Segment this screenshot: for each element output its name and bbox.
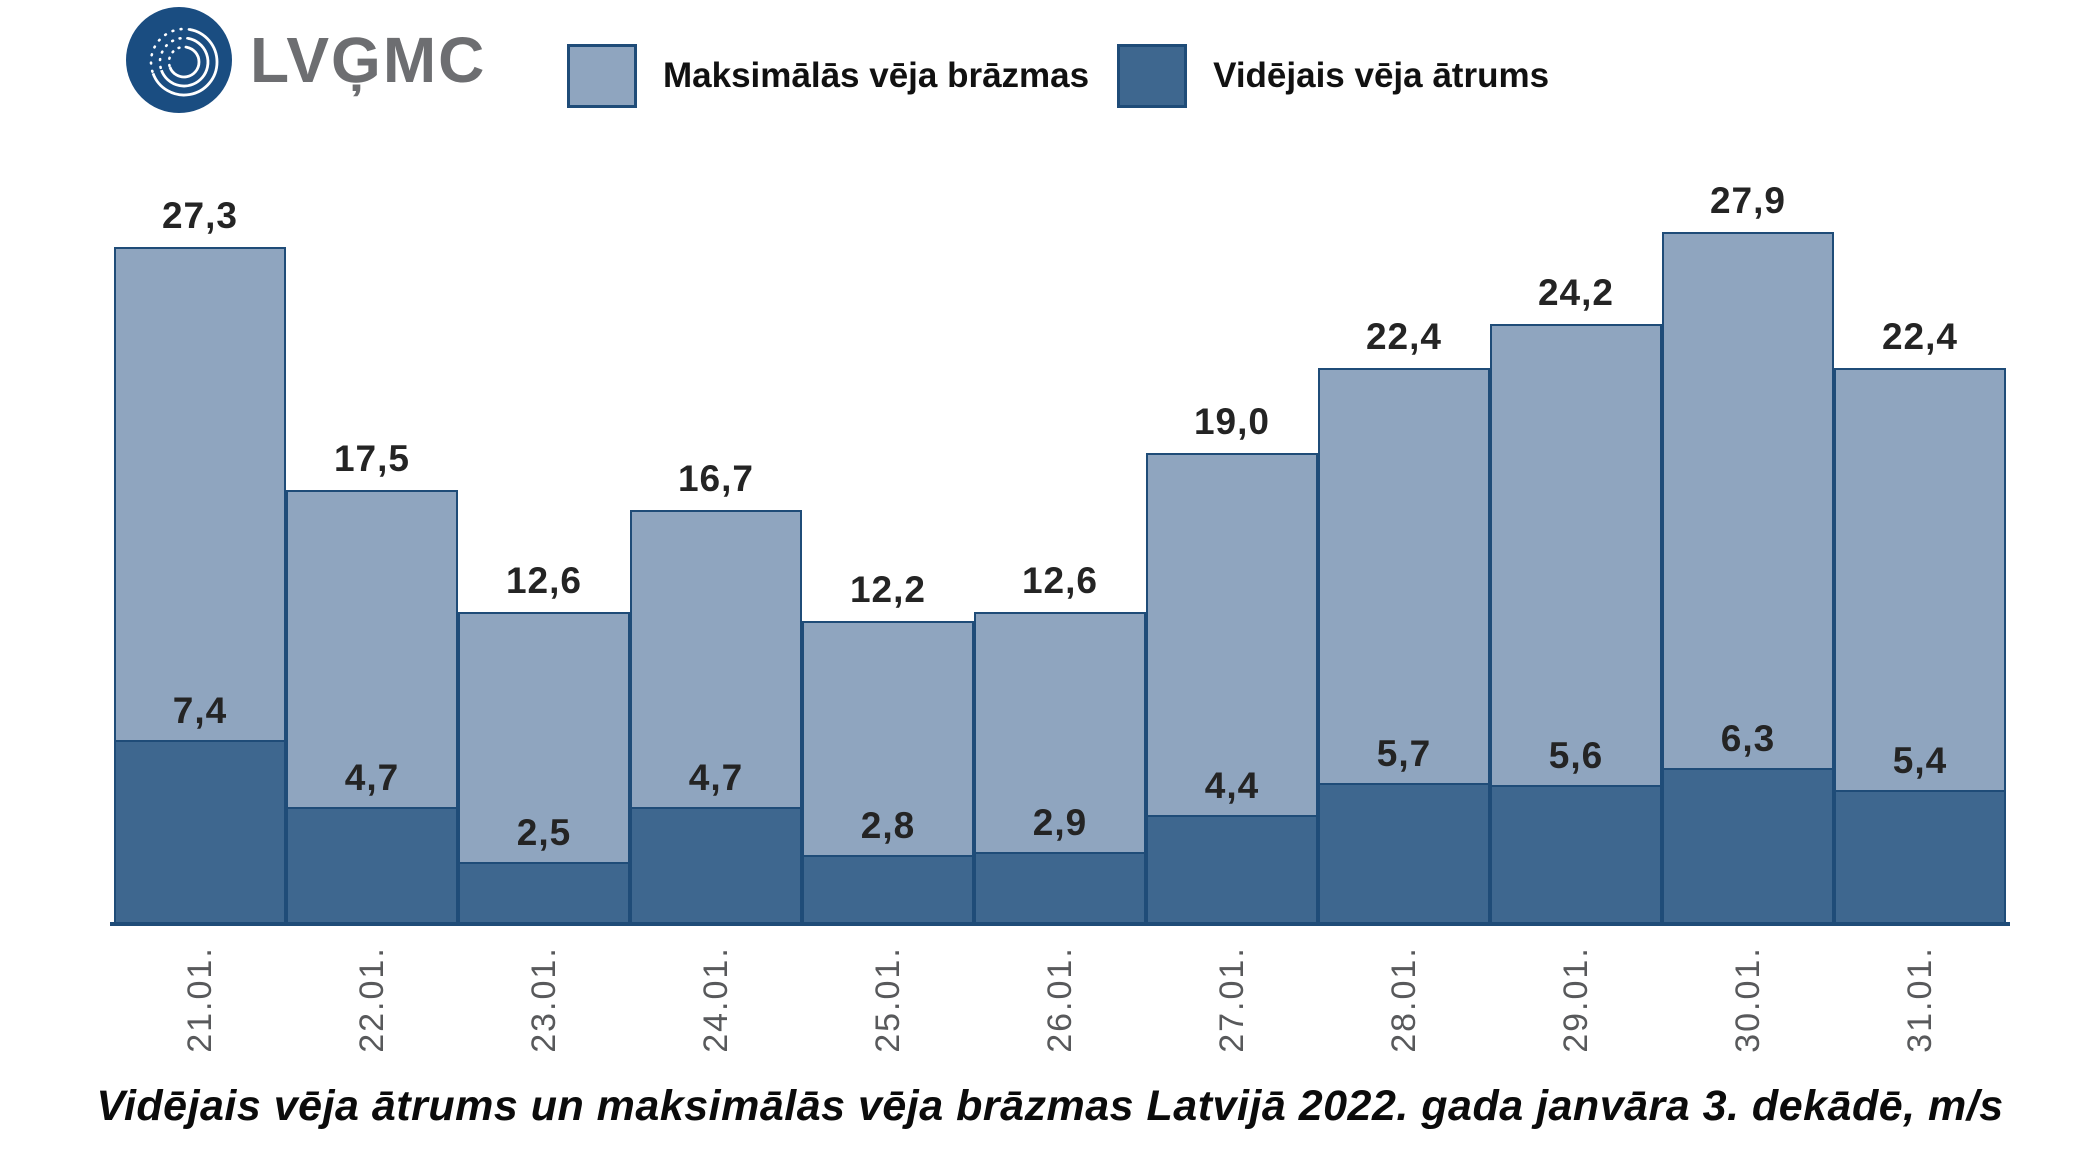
average-bar xyxy=(1490,785,1662,924)
average-swatch-icon xyxy=(1117,44,1188,108)
bar-group-2801: 22,4 5,7 28.01. xyxy=(1318,149,1490,1052)
logo-text: LVĢMC xyxy=(250,24,487,96)
average-value-label: 4,4 xyxy=(1204,765,1260,806)
x-tick: 30.01. xyxy=(1662,924,1834,1074)
plot-area: 27,3 7,4 21.01. 17,5 4,7 22.01. 12,6 2,5 23.01. 1… xyxy=(114,149,2006,1052)
x-tick: 21.01. xyxy=(114,924,286,1074)
gust-value-label: 27,3 xyxy=(161,195,238,236)
x-tick-label: 23.01. xyxy=(524,945,563,1053)
x-tick: 23.01. xyxy=(458,924,630,1074)
x-tick-label: 30.01. xyxy=(1728,945,1767,1053)
average-bar xyxy=(630,807,802,924)
x-tick-label: 29.01. xyxy=(1556,945,1595,1053)
gust-value-label: 17,5 xyxy=(333,438,410,479)
gust-value-label: 12,6 xyxy=(1021,560,1098,601)
average-value-label: 4,7 xyxy=(688,757,744,798)
legend-label-gusts: Maksimālās vēja brāzmas xyxy=(663,56,1090,95)
gust-value-label: 16,7 xyxy=(677,458,754,499)
average-bar xyxy=(1662,768,1834,924)
average-value-label: 5,6 xyxy=(1548,735,1604,776)
x-tick: 28.01. xyxy=(1318,924,1490,1074)
bar-group-2701: 19,0 4,4 27.01. xyxy=(1146,149,1318,1052)
bar-group-2101: 27,3 7,4 21.01. xyxy=(114,149,286,1052)
x-tick: 27.01. xyxy=(1146,924,1318,1074)
gust-value-label: 19,0 xyxy=(1193,401,1270,442)
average-value-label: 5,7 xyxy=(1376,733,1432,774)
average-bar xyxy=(114,740,286,924)
gust-value-label: 12,2 xyxy=(849,569,926,610)
average-value-label: 2,9 xyxy=(1032,802,1088,843)
x-tick: 22.01. xyxy=(286,924,458,1074)
average-value-label: 2,5 xyxy=(516,812,572,853)
legend-item-gusts: Maksimālās vēja brāzmas xyxy=(567,44,1089,108)
gust-value-label: 22,4 xyxy=(1365,316,1442,357)
x-tick: 31.01. xyxy=(1834,924,2006,1074)
bar-group-3101: 22,4 5,4 31.01. xyxy=(1834,149,2006,1052)
gusts-swatch-icon xyxy=(567,44,637,108)
x-tick: 26.01. xyxy=(974,924,1146,1074)
average-bar xyxy=(974,852,1146,924)
bar-group-2301: 12,6 2,5 23.01. xyxy=(458,149,630,1052)
x-tick-label: 25.01. xyxy=(868,945,907,1053)
x-tick-label: 21.01. xyxy=(180,945,219,1053)
x-tick-label: 28.01. xyxy=(1384,945,1423,1053)
legend: Maksimālās vēja brāzmas Vidējais vēja āt… xyxy=(567,44,1549,108)
x-tick: 25.01. xyxy=(802,924,974,1074)
gust-value-label: 27,9 xyxy=(1709,180,1786,221)
x-tick: 29.01. xyxy=(1490,924,1662,1074)
average-value-label: 7,4 xyxy=(172,690,228,731)
legend-item-average: Vidējais vēja ātrums xyxy=(1117,44,1549,108)
average-value-label: 2,8 xyxy=(860,805,916,846)
gust-value-label: 24,2 xyxy=(1537,272,1614,313)
x-tick-label: 22.01. xyxy=(352,945,391,1053)
average-bar xyxy=(802,855,974,924)
bar-group-2201: 17,5 4,7 22.01. xyxy=(286,149,458,1052)
chart-title: Vidējais vēja ātrums un maksimālās vēja … xyxy=(96,1082,2004,1130)
average-bar xyxy=(1146,815,1318,924)
bar-group-2901: 24,2 5,6 29.01. xyxy=(1490,149,1662,1052)
average-bar xyxy=(286,807,458,924)
legend-label-average: Vidējais vēja ātrums xyxy=(1213,56,1550,95)
bar-group-2501: 12,2 2,8 25.01. xyxy=(802,149,974,1052)
x-tick-label: 31.01. xyxy=(1900,945,1939,1053)
average-bar xyxy=(1834,790,2006,924)
lvgmc-logo-icon xyxy=(126,7,232,113)
bar-group-2401: 16,7 4,7 24.01. xyxy=(630,149,802,1052)
average-bar xyxy=(458,862,630,924)
x-tick-label: 24.01. xyxy=(696,945,735,1053)
average-value-label: 4,7 xyxy=(344,757,400,798)
x-axis-baseline xyxy=(110,922,2010,926)
x-tick-label: 27.01. xyxy=(1212,945,1251,1053)
x-tick: 24.01. xyxy=(630,924,802,1074)
bar-group-2601: 12,6 2,9 26.01. xyxy=(974,149,1146,1052)
x-tick-label: 26.01. xyxy=(1040,945,1079,1053)
bar-group-3001: 27,9 6,3 30.01. xyxy=(1662,149,1834,1052)
average-value-label: 5,4 xyxy=(1892,740,1948,781)
average-value-label: 6,3 xyxy=(1720,718,1776,759)
gust-value-label: 12,6 xyxy=(505,560,582,601)
average-bar xyxy=(1318,783,1490,924)
gust-value-label: 22,4 xyxy=(1881,316,1958,357)
